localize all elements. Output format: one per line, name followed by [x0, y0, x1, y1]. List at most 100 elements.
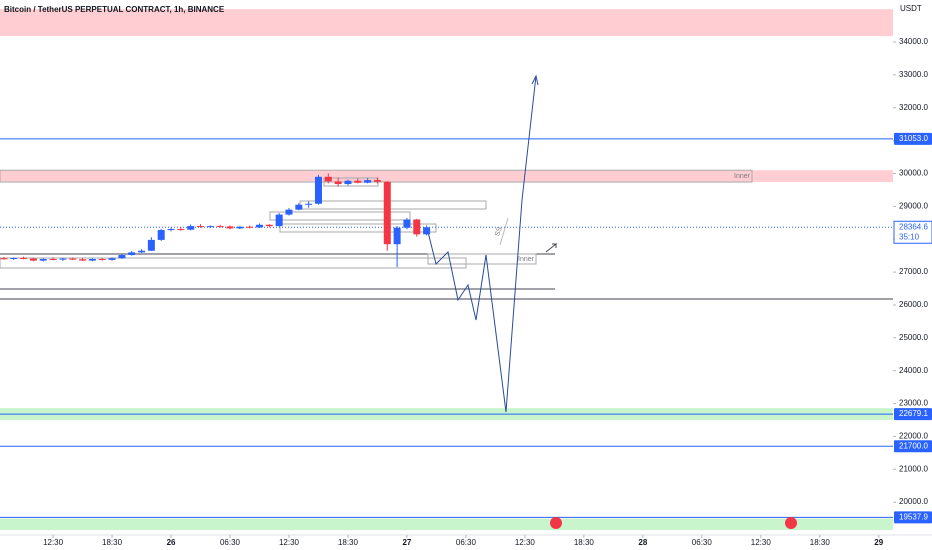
axis-label: USDT [900, 4, 922, 13]
y-tick-label: 20000.0 [899, 497, 928, 506]
y-tick-label: 27000.0 [899, 267, 928, 276]
candle-body [403, 219, 411, 228]
candle-body [128, 252, 136, 256]
annotation: Inner [734, 173, 751, 180]
x-tick-label: 29 [874, 538, 883, 547]
x-tick-label: 12:30 [43, 538, 64, 547]
zone [0, 518, 893, 531]
box [427, 253, 537, 265]
annotation: SS [494, 226, 504, 237]
zone [0, 9, 893, 37]
price-label-bg [894, 408, 932, 421]
candle-body [108, 258, 116, 260]
candle-body [147, 239, 155, 251]
candle-body [373, 180, 381, 182]
box [269, 211, 411, 221]
candle-body [393, 227, 401, 245]
candle-body [226, 226, 234, 229]
projection-path [427, 75, 537, 413]
box [0, 257, 467, 269]
candle-body [59, 258, 67, 260]
candle-body [88, 258, 96, 261]
candle-body [79, 259, 87, 261]
candle-body [354, 180, 362, 183]
candle-body [255, 224, 263, 228]
y-tick-label: 22000.0 [899, 432, 928, 441]
x-tick-label: 12:30 [515, 538, 536, 547]
candle-body [138, 250, 146, 253]
candle-body [344, 180, 352, 185]
candle-body [324, 176, 332, 182]
y-tick-label: 32000.0 [899, 103, 928, 112]
y-tick-label: 33000.0 [899, 70, 928, 79]
arrow-head [531, 74, 539, 86]
x-tick-label: 27 [402, 538, 411, 547]
y-tick-label: 29000.0 [899, 201, 928, 210]
x-tick-label: 28 [638, 538, 647, 547]
x-tick-label: 18:30 [338, 538, 359, 547]
price-label-bg [894, 511, 932, 524]
candle-body [334, 181, 342, 185]
box [323, 177, 379, 187]
candle-body [305, 203, 313, 205]
axes: 20000.0 21000.0 22000.0 23000.0 24000.0 25000… [43, 37, 932, 547]
candle-body [383, 181, 391, 245]
last-price-label: 28364.6 [899, 222, 928, 231]
countdown: 35:10 [899, 232, 920, 241]
candle-body [295, 204, 303, 210]
arrow-icon [545, 243, 558, 253]
box [279, 223, 437, 233]
candle-body [49, 258, 57, 260]
zone [0, 170, 893, 183]
x-tick-label: 26 [167, 538, 176, 547]
candle-body [177, 229, 185, 231]
price-label: 21700.0 [899, 441, 928, 450]
price-label-bg [894, 132, 932, 145]
x-tick-label: 18:30 [810, 538, 831, 547]
event-icon[interactable] [550, 517, 562, 529]
candle-body [39, 258, 47, 261]
candle-body [20, 257, 28, 259]
candle-body [413, 219, 421, 235]
y-tick-label: 34000.0 [899, 37, 928, 46]
candle-body [187, 226, 195, 230]
candle-body [69, 258, 77, 260]
drawn-line [499, 217, 509, 246]
candle-body [157, 230, 165, 240]
candle-body [118, 255, 126, 259]
price-axis [893, 0, 932, 550]
candle-body [29, 258, 37, 261]
candle-body [206, 226, 214, 228]
price-label: 31053.0 [899, 134, 928, 143]
candle-body [167, 229, 175, 231]
x-tick-label: 06:30 [456, 538, 477, 547]
last-price-bg [893, 220, 932, 244]
chart-title: Bitcoin / TetherUS PERPETUAL CONTRACT, 1… [4, 5, 225, 14]
y-tick-label: 24000.0 [899, 366, 928, 375]
x-tick-label: 06:30 [220, 538, 241, 547]
box [0, 169, 753, 183]
candle-body [216, 226, 224, 228]
candle-body [98, 258, 106, 260]
plot [0, 138, 893, 518]
candle-body [265, 224, 273, 227]
y-tick-label: 23000.0 [899, 399, 928, 408]
price-label-bg [894, 440, 932, 453]
candle-body [246, 226, 254, 228]
price-label: 19537.9 [899, 512, 928, 521]
x-tick-label: 18:30 [102, 538, 123, 547]
event-icon[interactable] [785, 517, 797, 529]
candle-body [275, 214, 283, 227]
annotation: Inner [518, 256, 535, 263]
candle-body [364, 180, 372, 183]
price-label: 22679.1 [899, 409, 928, 418]
y-tick-label: 21000.0 [899, 464, 928, 473]
x-tick-label: 18:30 [574, 538, 595, 547]
candle-body [314, 176, 322, 204]
candle-body [423, 227, 431, 235]
candle-body [285, 209, 293, 215]
x-tick-label: 06:30 [692, 538, 713, 547]
time-axis [0, 535, 932, 550]
candle-body [236, 226, 244, 229]
